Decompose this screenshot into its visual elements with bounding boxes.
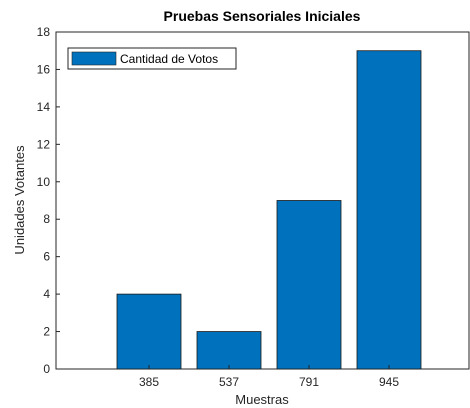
y-tick-label: 10	[37, 175, 51, 189]
y-tick-label: 16	[37, 62, 51, 76]
y-axis-ticks: 0 2 4 6 8 10 12 14 16 18	[37, 25, 60, 376]
y-tick-label: 2	[43, 325, 50, 339]
y-tick-label: 12	[37, 137, 51, 151]
bar-791	[276, 200, 342, 370]
x-tick-label: 537	[219, 375, 239, 389]
legend: Cantidad de Votos	[67, 47, 237, 70]
y-tick-label: 14	[37, 100, 51, 114]
x-tick-label: 945	[379, 375, 399, 389]
chart-title: Pruebas Sensoriales Iniciales	[164, 8, 361, 24]
x-axis-ticks: 385 537 791 945	[139, 365, 399, 389]
bars-layer	[116, 50, 422, 370]
y-tick-label: 8	[43, 212, 50, 226]
bar-537	[196, 331, 262, 370]
x-tick-label: 791	[299, 375, 319, 389]
x-tick-label: 385	[139, 375, 159, 389]
bar-385	[116, 293, 182, 370]
bar-945	[356, 50, 422, 370]
y-tick-label: 18	[37, 25, 51, 39]
y-tick-label: 0	[43, 362, 50, 376]
x-axis-label: Muestras	[235, 392, 289, 407]
y-axis-label: Unidades Votantes	[12, 145, 27, 255]
legend-swatch	[71, 51, 117, 66]
legend-label: Cantidad de Votos	[120, 52, 218, 66]
y-tick-label: 6	[43, 250, 50, 264]
y-tick-label: 4	[43, 287, 50, 301]
